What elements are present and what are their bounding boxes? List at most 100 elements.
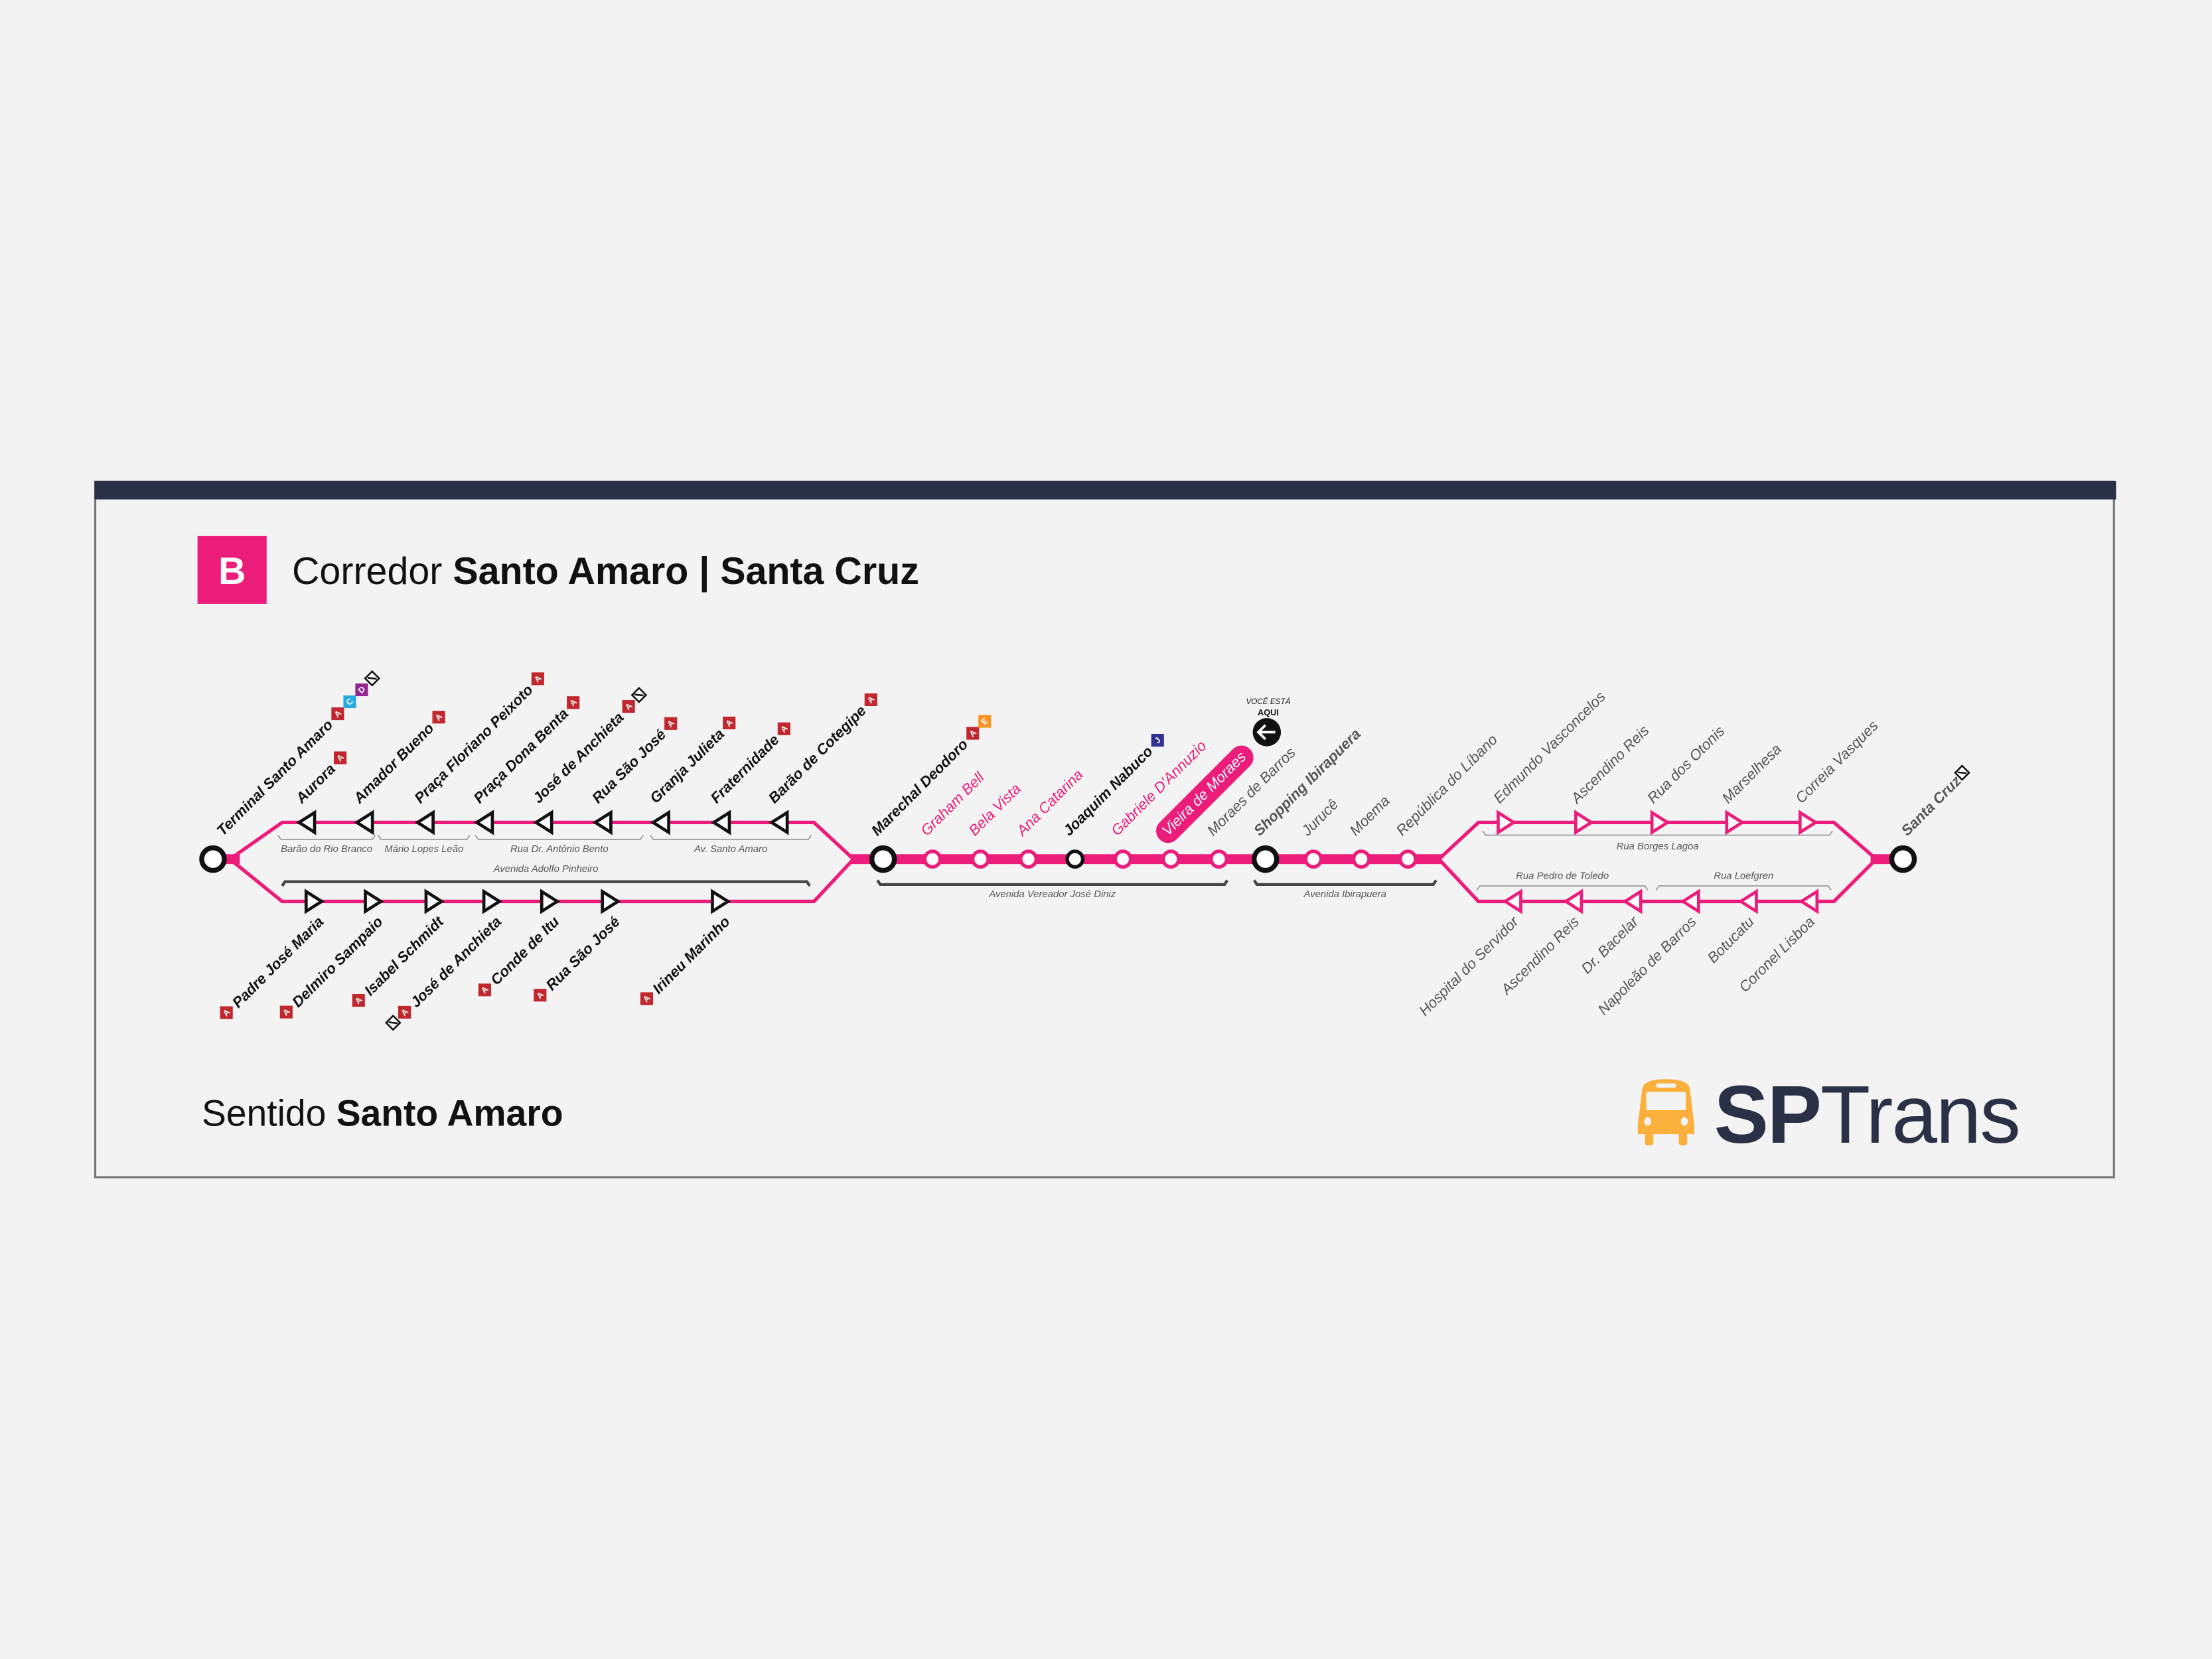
title-prefix: Corredor <box>292 550 442 593</box>
stop-marker-lower-right[interactable] <box>1680 889 1700 914</box>
stop-marker-upper-left[interactable] <box>592 810 613 835</box>
connection-badge-A <box>864 693 877 706</box>
stop-marker-lower-left[interactable] <box>424 889 445 914</box>
stop-marker-upper-left[interactable] <box>474 810 494 835</box>
connection-badge-J <box>1151 734 1164 747</box>
metro-icon-glyph <box>367 677 377 680</box>
stop-marker-lower-right[interactable] <box>1737 889 1758 914</box>
stop-marker-upper-left[interactable] <box>533 810 553 835</box>
terminal-start-stop[interactable] <box>199 845 227 873</box>
stop-marker-lower-right[interactable] <box>1502 889 1522 914</box>
right-lower-branch <box>1438 857 1878 904</box>
direction-prefix: Sentido <box>202 1092 326 1133</box>
metro-icon-glyph <box>634 693 644 697</box>
stop-marker-upper-left[interactable] <box>650 810 670 835</box>
stop-marker-lower-right[interactable] <box>1622 889 1643 914</box>
stop-marker-upper-left[interactable] <box>414 810 435 835</box>
stop-marker-upper-right[interactable] <box>1574 810 1595 835</box>
title-route: Santo Amaro | Santa Cruz <box>453 550 919 593</box>
bus-icon <box>1637 1079 1694 1146</box>
you-are-here-line2: AQUI <box>1258 707 1279 717</box>
connection-badge-A <box>567 696 580 709</box>
logo-light: Trans <box>1820 1069 2020 1161</box>
street-bracket <box>377 835 471 840</box>
street-bracket <box>1252 879 1438 887</box>
connection-badge-A <box>220 1006 233 1019</box>
stop-marker-upper-right[interactable] <box>1725 810 1745 835</box>
street-bracket <box>1655 885 1832 891</box>
connection-badge-A <box>432 711 445 724</box>
stop-trunk[interactable] <box>1398 849 1418 869</box>
street-bracket <box>281 880 811 887</box>
stop-marker-upper-left[interactable] <box>769 810 789 835</box>
connection-badge-A <box>777 722 790 735</box>
logo-text: SPTrans <box>1714 1069 2020 1161</box>
stop-trunk[interactable] <box>1019 849 1038 869</box>
street-name: Rua Pedro de Toledo <box>1516 871 1609 881</box>
stop-marker-upper-left[interactable] <box>354 810 374 835</box>
street-name: Avenida Adolfo Pinheiro <box>493 864 599 875</box>
stop-marker-lower-left[interactable] <box>364 889 384 914</box>
street-bracket <box>876 879 1229 887</box>
street-name: Rua Loefgren <box>1714 871 1773 881</box>
street-bracket <box>277 835 376 840</box>
street-bracket <box>475 835 644 840</box>
street-name: Barão do Rio Branco <box>281 844 372 855</box>
street-brackets: Barão do Rio Branco Mário Lopes Leão Rua D… <box>277 830 1833 900</box>
stop-trunk-terminal[interactable] <box>1251 845 1280 873</box>
connection-badge-A <box>352 994 365 1007</box>
stop-trunk[interactable] <box>1161 849 1181 869</box>
street-name: Rua Dr. Antônio Bento <box>510 844 609 855</box>
terminal-end-stop[interactable] <box>1889 845 1917 873</box>
connection-badge-D <box>355 683 368 697</box>
stop-marker-lower-right[interactable] <box>1799 889 1819 914</box>
connection-badge-C <box>343 695 356 709</box>
line-badge <box>197 536 267 604</box>
page-title: Corredor Santo Amaro | Santa Cruz <box>292 550 919 593</box>
current-station-highlight <box>1155 745 1254 843</box>
stop-trunk[interactable] <box>922 849 942 869</box>
stop-marker-upper-right[interactable] <box>1798 810 1819 835</box>
sptrans-logo: SPTrans <box>1637 1069 2021 1161</box>
stop-marker-lower-right[interactable] <box>1563 889 1584 914</box>
stop-trunk[interactable] <box>1351 849 1371 869</box>
line-letter: B <box>218 550 246 593</box>
stop-trunk[interactable] <box>1303 849 1323 869</box>
logo-bold: SP <box>1714 1069 1820 1161</box>
connection-badge-A <box>966 727 980 740</box>
direction: Sentido Santo Amaro <box>202 1092 563 1133</box>
stop-marker-lower-left[interactable] <box>601 889 621 914</box>
connection-badge-A <box>664 717 678 730</box>
connection-badge-A <box>622 700 635 713</box>
connection-badge-A <box>331 707 344 721</box>
stop-marker-upper-left[interactable] <box>711 810 731 835</box>
header-bar <box>94 480 2116 500</box>
you-are-here-line1: VOCÊ ESTÁ <box>1246 697 1290 706</box>
stop-marker-lower-left[interactable] <box>711 889 731 914</box>
street-name: Mário Lopes Leão <box>384 844 463 855</box>
stop-trunk[interactable] <box>1113 849 1133 869</box>
arrow-left-icon <box>1256 724 1276 741</box>
street-bracket <box>650 835 812 840</box>
stop-marker-lower-left[interactable] <box>304 889 325 914</box>
connection-badge-A <box>334 751 347 764</box>
connection-badge-A <box>398 1005 411 1019</box>
stop-trunk-transfer[interactable] <box>1065 849 1085 869</box>
connection-badge-A <box>723 716 736 729</box>
stop-trunk[interactable] <box>1209 849 1228 869</box>
street-name: Avenida Ibirapuera <box>1303 889 1386 900</box>
connection-badge-E <box>978 715 992 728</box>
connection-badge-A <box>640 992 653 1005</box>
stop-marker-upper-right[interactable] <box>1497 810 1517 835</box>
stop-marker-upper-right[interactable] <box>1650 810 1670 835</box>
stop-trunk[interactable] <box>970 849 990 869</box>
stop-marker-lower-left[interactable] <box>540 889 560 914</box>
connection-badge-A <box>534 989 547 1002</box>
street-name: Rua Borges Lagoa <box>1617 841 1699 852</box>
connection-badge-A <box>478 983 491 997</box>
metro-icon-glyph <box>1957 771 1967 774</box>
stop-trunk-terminal[interactable] <box>869 845 897 873</box>
stop-marker-upper-left[interactable] <box>296 810 317 835</box>
stop-marker-lower-left[interactable] <box>482 889 502 914</box>
metro-icon-glyph <box>388 1021 398 1025</box>
